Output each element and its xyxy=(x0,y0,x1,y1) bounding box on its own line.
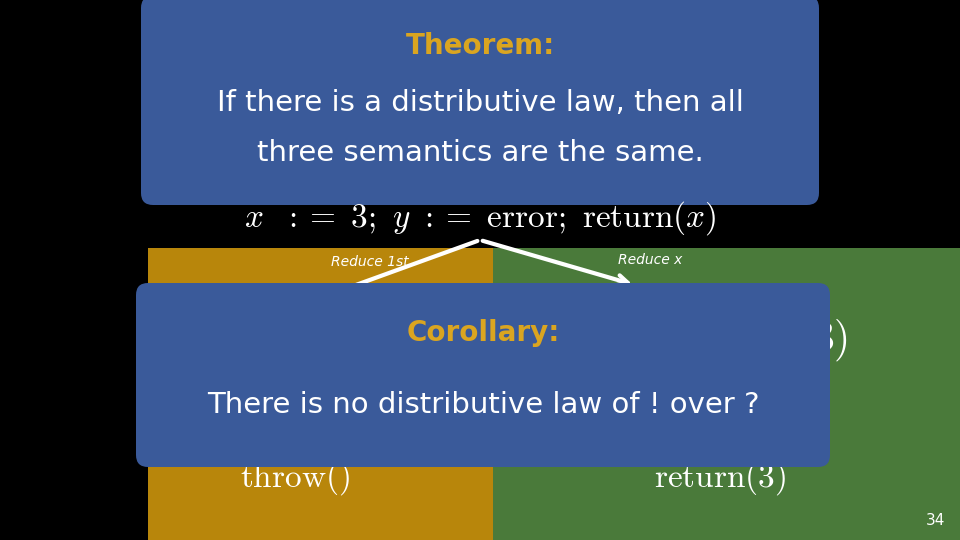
Text: Reduce 1st: Reduce 1st xyxy=(331,255,409,269)
Text: $y$: $y$ xyxy=(165,318,190,362)
Bar xyxy=(493,248,960,540)
Text: If there is a distributive law, then all: If there is a distributive law, then all xyxy=(217,89,743,117)
Text: $g;$: $g;$ xyxy=(800,386,814,404)
Text: 34: 34 xyxy=(925,513,945,528)
Text: Discard unused: Discard unused xyxy=(657,414,776,429)
Text: $\mathrm{throw()}$: $\mathrm{throw()}$ xyxy=(240,459,350,497)
Text: $x\ \ {:=}\ 3;\ y\ {:=}\ \mathrm{error};\ \mathrm{return}(x)$: $x\ \ {:=}\ 3;\ y\ {:=}\ \mathrm{error};… xyxy=(244,199,716,237)
Text: Corollary:: Corollary: xyxy=(406,319,560,347)
FancyBboxPatch shape xyxy=(141,0,819,205)
Text: three semantics are the same.: three semantics are the same. xyxy=(256,139,704,167)
Text: $\mathrm{return}(3)$: $\mathrm{return}(3)$ xyxy=(654,459,786,497)
Text: There is no distributive law of ! over ?: There is no distributive law of ! over ? xyxy=(206,391,759,419)
FancyBboxPatch shape xyxy=(136,283,830,467)
Text: $3)$: $3)$ xyxy=(812,317,848,363)
Bar xyxy=(148,248,493,540)
Text: Reduce x: Reduce x xyxy=(618,253,683,267)
Text: Theorem:: Theorem: xyxy=(405,32,555,60)
